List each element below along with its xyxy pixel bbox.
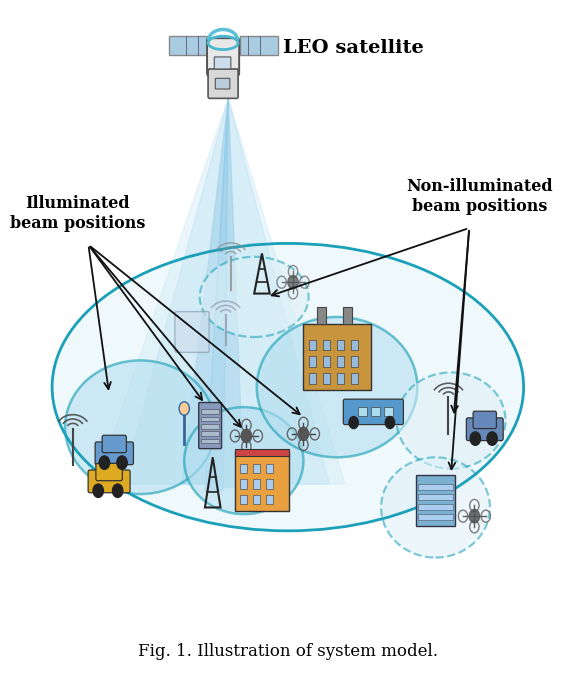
FancyBboxPatch shape	[95, 442, 134, 464]
FancyBboxPatch shape	[344, 307, 351, 324]
Ellipse shape	[65, 361, 215, 494]
Polygon shape	[122, 98, 329, 484]
Circle shape	[117, 456, 127, 469]
FancyBboxPatch shape	[266, 464, 273, 473]
FancyBboxPatch shape	[337, 340, 344, 350]
FancyBboxPatch shape	[208, 69, 238, 98]
Ellipse shape	[52, 243, 524, 531]
FancyBboxPatch shape	[337, 373, 344, 384]
Polygon shape	[223, 98, 244, 487]
FancyBboxPatch shape	[201, 409, 219, 414]
FancyBboxPatch shape	[418, 494, 453, 500]
Circle shape	[385, 417, 395, 429]
FancyBboxPatch shape	[266, 479, 273, 489]
FancyBboxPatch shape	[350, 357, 358, 367]
FancyBboxPatch shape	[235, 451, 289, 511]
FancyBboxPatch shape	[201, 424, 219, 429]
Ellipse shape	[381, 458, 490, 557]
Circle shape	[288, 276, 298, 289]
FancyBboxPatch shape	[308, 340, 316, 350]
FancyBboxPatch shape	[350, 373, 358, 384]
Polygon shape	[182, 98, 228, 484]
FancyBboxPatch shape	[418, 484, 453, 490]
Text: Fig. 1. Illustration of system model.: Fig. 1. Illustration of system model.	[138, 643, 438, 660]
FancyBboxPatch shape	[201, 417, 219, 421]
FancyBboxPatch shape	[201, 439, 219, 443]
Circle shape	[298, 427, 308, 441]
FancyBboxPatch shape	[350, 340, 358, 350]
FancyBboxPatch shape	[303, 324, 371, 390]
FancyBboxPatch shape	[201, 431, 219, 436]
FancyBboxPatch shape	[240, 479, 247, 489]
FancyBboxPatch shape	[318, 307, 325, 324]
FancyBboxPatch shape	[215, 57, 231, 69]
FancyBboxPatch shape	[240, 464, 247, 473]
FancyBboxPatch shape	[418, 514, 453, 520]
Circle shape	[113, 484, 123, 497]
FancyBboxPatch shape	[418, 504, 453, 510]
Circle shape	[469, 510, 479, 523]
Polygon shape	[205, 98, 228, 491]
Polygon shape	[239, 36, 277, 55]
FancyBboxPatch shape	[253, 464, 260, 473]
FancyBboxPatch shape	[384, 406, 393, 416]
Text: LEO satellite: LEO satellite	[282, 39, 423, 57]
FancyBboxPatch shape	[371, 406, 380, 416]
FancyBboxPatch shape	[323, 373, 331, 384]
FancyBboxPatch shape	[308, 373, 316, 384]
FancyBboxPatch shape	[466, 418, 503, 441]
FancyBboxPatch shape	[199, 402, 221, 449]
Ellipse shape	[257, 317, 417, 458]
FancyBboxPatch shape	[358, 406, 367, 416]
FancyBboxPatch shape	[337, 357, 344, 367]
FancyBboxPatch shape	[323, 340, 331, 350]
FancyBboxPatch shape	[96, 463, 122, 481]
Circle shape	[99, 456, 110, 469]
FancyBboxPatch shape	[235, 450, 289, 456]
FancyBboxPatch shape	[323, 357, 331, 367]
FancyBboxPatch shape	[308, 357, 316, 367]
FancyBboxPatch shape	[253, 479, 260, 489]
FancyBboxPatch shape	[88, 470, 130, 493]
Text: Illuminated
beam positions: Illuminated beam positions	[10, 195, 145, 232]
FancyBboxPatch shape	[175, 311, 209, 353]
FancyBboxPatch shape	[207, 38, 239, 75]
FancyBboxPatch shape	[416, 475, 455, 526]
Circle shape	[487, 432, 498, 446]
Ellipse shape	[200, 257, 308, 337]
FancyBboxPatch shape	[102, 435, 126, 453]
Text: Non-illuminated
beam positions: Non-illuminated beam positions	[406, 179, 553, 215]
Circle shape	[470, 432, 481, 446]
Polygon shape	[96, 98, 345, 484]
Ellipse shape	[397, 373, 505, 468]
FancyBboxPatch shape	[253, 495, 260, 504]
FancyBboxPatch shape	[240, 495, 247, 504]
FancyBboxPatch shape	[266, 495, 273, 504]
FancyBboxPatch shape	[344, 399, 404, 425]
FancyBboxPatch shape	[215, 78, 230, 89]
Circle shape	[349, 417, 358, 429]
Circle shape	[93, 484, 104, 497]
Circle shape	[179, 402, 190, 415]
Polygon shape	[169, 36, 207, 55]
FancyBboxPatch shape	[473, 411, 496, 429]
Ellipse shape	[185, 407, 303, 514]
Circle shape	[241, 429, 252, 443]
